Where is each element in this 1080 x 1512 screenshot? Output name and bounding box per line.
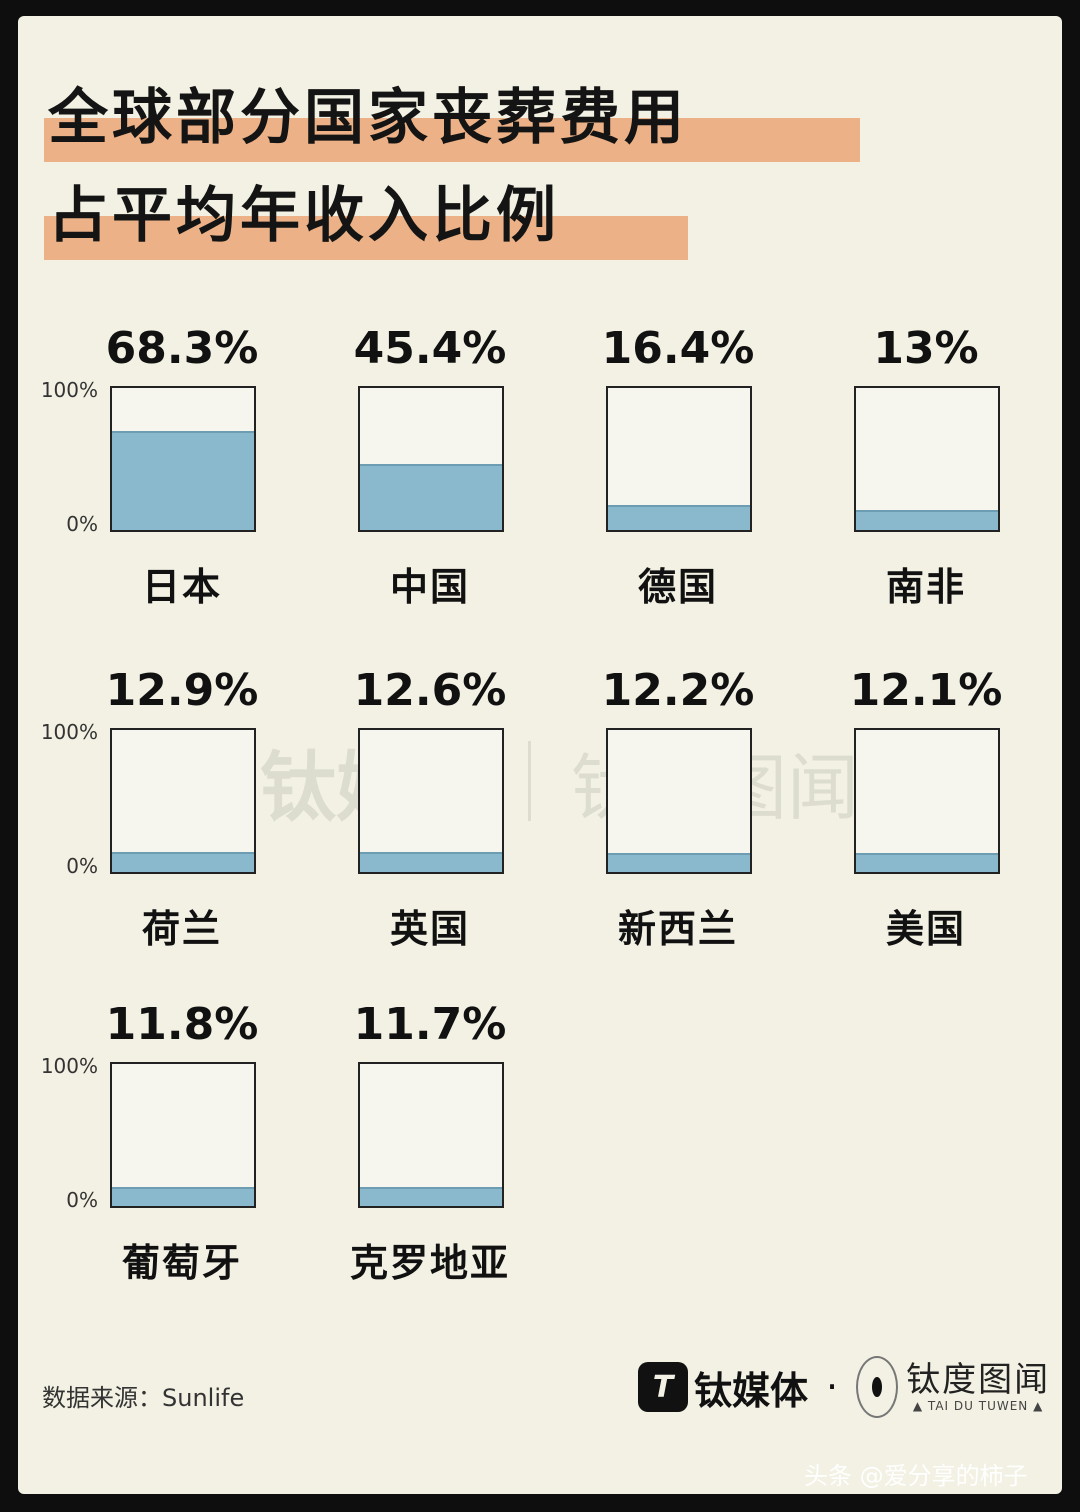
axis-label-top: 100%: [40, 720, 98, 744]
category-label: 英国: [389, 907, 470, 951]
category-label: 荷兰: [141, 907, 222, 951]
chart-panel: 12.9% 100% 0% 荷兰: [41, 662, 302, 962]
footer-credit: 头条 @爱分享的柿子: [804, 1462, 1028, 1490]
partner-brand-en: ▲ TAI DU TUWEN ▲: [912, 1399, 1044, 1413]
eye-logo-icon: [856, 1356, 899, 1418]
bar-frame: [110, 386, 256, 532]
bar-frame: [606, 386, 752, 532]
taimeiti-logo-icon: T: [638, 1362, 688, 1412]
bar-fill: [856, 510, 998, 530]
axis-label-bottom: 0%: [66, 512, 98, 536]
value-label: 68.3%: [105, 323, 259, 374]
category-label: 日本: [141, 565, 222, 609]
title-highlight-1: [44, 118, 860, 162]
bar-fill: [360, 852, 502, 872]
bar-fill: [360, 464, 502, 530]
chart-panel: 11.8% 100% 0% 葡萄牙: [41, 996, 302, 1296]
bar-fill: [608, 853, 750, 872]
category-label: 南非: [885, 565, 966, 609]
eye-pupil: [872, 1377, 883, 1397]
axis-label-top: 100%: [40, 1054, 98, 1078]
brand-block: T 钛媒体 · 钛度图闻 ▲ TAI DU TUWEN ▲: [638, 1356, 1050, 1418]
category-label: 新西兰: [617, 907, 738, 951]
infographic-card: 全球部分国家丧葬费用 占平均年收入比例 T 钛媒体 钛度图闻 68.3% 100%…: [18, 16, 1062, 1494]
chart-title-line-1: 全球部分国家丧葬费用: [48, 83, 688, 153]
bar-frame: [358, 386, 504, 532]
bar-frame: [358, 1062, 504, 1208]
chart-panel: 12.1% 美国: [806, 662, 1046, 962]
bar-fill: [112, 431, 254, 530]
bar-frame: [358, 728, 504, 874]
title-highlight-2: [44, 216, 688, 260]
data-source: 数据来源：Sunlife: [42, 1384, 245, 1412]
value-label: 45.4%: [353, 323, 507, 374]
category-label: 美国: [885, 907, 966, 951]
partner-brand-name: 钛度图闻: [906, 1360, 1051, 1400]
bar-fill: [360, 1187, 502, 1206]
axis-label-top: 100%: [40, 378, 98, 402]
brand-name: 钛媒体: [694, 1368, 809, 1413]
bar-fill: [856, 853, 998, 872]
value-label: 12.2%: [601, 665, 755, 716]
axis-label-bottom: 0%: [66, 1188, 98, 1212]
bar-frame: [110, 728, 256, 874]
value-label: 12.6%: [353, 665, 507, 716]
chart-title-line-2: 占平均年收入比例: [48, 181, 560, 251]
brand-separator: ·: [826, 1365, 839, 1409]
chart-panel: 12.2% 新西兰: [558, 662, 798, 962]
category-label: 葡萄牙: [121, 1241, 242, 1285]
bar-fill: [112, 1187, 254, 1206]
bar-fill: [112, 852, 254, 872]
value-label: 12.9%: [105, 665, 259, 716]
chart-panel: 11.7% 克罗地亚: [310, 996, 550, 1296]
chart-panel: 45.4% 中国: [310, 320, 550, 620]
bar-frame: [854, 728, 1000, 874]
value-label: 11.7%: [353, 999, 507, 1050]
value-label: 16.4%: [601, 323, 755, 374]
chart-panel: 68.3% 100% 0% 日本: [41, 320, 302, 620]
bar-frame: [854, 386, 1000, 532]
bar-fill: [608, 505, 750, 530]
bar-frame: [110, 1062, 256, 1208]
axis-label-bottom: 0%: [66, 854, 98, 878]
chart-panel: 13% 南非: [806, 320, 1046, 620]
chart-panel: 16.4% 德国: [558, 320, 798, 620]
value-label: 11.8%: [105, 999, 259, 1050]
partner-brand: 钛度图闻 ▲ TAI DU TUWEN ▲: [906, 1361, 1050, 1413]
chart-panel: 12.6% 英国: [310, 662, 550, 962]
value-label: 12.1%: [849, 665, 1003, 716]
category-label: 中国: [389, 565, 470, 609]
value-label: 13%: [873, 323, 979, 374]
category-label: 德国: [637, 565, 718, 609]
category-label: 克罗地亚: [349, 1241, 510, 1285]
bar-frame: [606, 728, 752, 874]
